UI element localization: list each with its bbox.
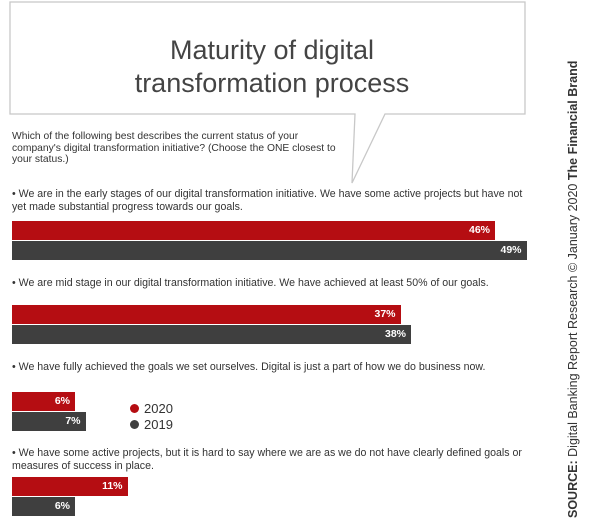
bar-2019: 7% — [12, 412, 86, 431]
category-label: • We have some active projects, but it i… — [12, 447, 522, 472]
category-label: • We are in the early stages of our digi… — [12, 188, 523, 213]
bar-2020: 6% — [12, 392, 75, 411]
bar-value-label: 6% — [54, 500, 70, 512]
bar-value-label: 7% — [65, 415, 81, 427]
category-label: • We have fully achieved the goals we se… — [12, 361, 486, 373]
bar-2019: 49% — [12, 241, 527, 260]
source-text: Digital Banking Report Research © Januar… — [566, 183, 580, 457]
legend-label-2019: 2019 — [144, 416, 173, 432]
chart-title-line-1: Maturity of digital — [169, 35, 375, 65]
legend-label-2020: 2020 — [144, 400, 173, 416]
source-brand: The Financial Brand — [566, 60, 580, 181]
bar-value-label: 38% — [384, 328, 406, 340]
category-label: • We are mid stage in our digital transf… — [12, 277, 489, 289]
bar-value-label: 11% — [102, 480, 123, 492]
bar-2020: 11% — [12, 477, 128, 496]
chart-title: Maturity of digital transformation proce… — [22, 34, 522, 100]
legend: 2020 2019 — [130, 400, 173, 432]
legend-dot-2020 — [130, 403, 139, 413]
survey-question: Which of the following best describes th… — [12, 131, 336, 165]
bar-value-label: 6% — [54, 395, 70, 407]
source-prefix: SOURCE: — [566, 460, 580, 518]
bar-2020: 46% — [12, 221, 495, 240]
legend-item-2019: 2019 — [130, 416, 173, 432]
speech-bubble-frame — [9, 1, 526, 184]
bar-value-label: 46% — [468, 224, 490, 236]
bar-2019: 6% — [12, 497, 75, 516]
bar-value-label: 49% — [500, 244, 522, 256]
bar-value-label: 37% — [374, 308, 396, 320]
bar-2020: 37% — [12, 305, 401, 324]
chart-title-line-2: transformation process — [134, 68, 410, 98]
source-note: SOURCE: Digital Banking Report Research … — [566, 48, 580, 518]
legend-dot-2019 — [130, 419, 139, 429]
bar-2019: 38% — [12, 325, 411, 344]
legend-item-2020: 2020 — [130, 400, 173, 416]
